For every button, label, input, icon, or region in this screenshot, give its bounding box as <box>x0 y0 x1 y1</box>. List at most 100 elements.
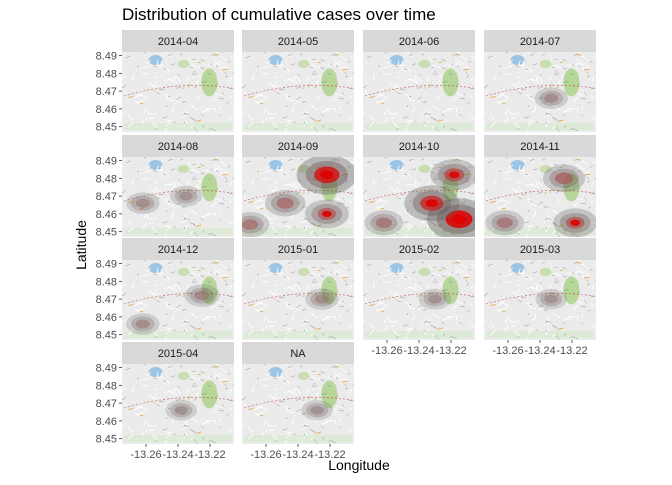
density-contour-core <box>555 172 573 185</box>
facet-panel-2015-03: 2015-03 -13.26 -13.24 -13.22 <box>484 238 596 357</box>
facet-panel-2014-11: 2014-11 <box>484 135 596 237</box>
park-area <box>297 372 310 380</box>
map-panel <box>484 52 596 132</box>
facet-label: 2014-12 <box>158 244 198 256</box>
facet-panel-2015-01: 2015-01 <box>242 238 354 340</box>
y-tick-label: 8.47 <box>96 191 117 203</box>
major-roads <box>128 261 228 331</box>
facet-strip <box>484 238 596 260</box>
x-tick-label: -13.24 <box>403 345 434 357</box>
green-strip <box>244 435 352 442</box>
y-axis-label: Latitude <box>73 220 89 270</box>
facet-label: NA <box>290 348 306 360</box>
map-panel <box>242 157 354 237</box>
y-tick-label: 8.45 <box>96 227 117 239</box>
green-strip <box>124 228 232 235</box>
facet-strip <box>122 30 234 52</box>
y-tick-label: 8.48 <box>96 173 117 185</box>
minor-streets <box>242 52 354 132</box>
facet-label: 2014-05 <box>278 36 318 48</box>
x-axis-label: Longitude <box>328 457 390 473</box>
density-contour-core <box>544 294 558 304</box>
minor-streets <box>122 52 234 132</box>
density-contour-core <box>276 197 294 209</box>
facet-label: 2015-03 <box>520 244 560 256</box>
park-area <box>418 268 431 276</box>
water-area <box>389 55 404 65</box>
minor-streets <box>363 260 475 340</box>
y-tick-label: 8.46 <box>96 312 117 324</box>
facets-layer: 2014-04 8.45 8.46 8.47 8.48 8.49 2014-05 2014-0… <box>96 30 596 461</box>
map-panel <box>242 364 354 444</box>
street-lines <box>242 260 354 340</box>
water-area <box>148 160 163 170</box>
minor-streets <box>242 260 354 340</box>
water-area <box>268 55 283 65</box>
map-panel <box>242 52 354 132</box>
water-area <box>510 160 525 170</box>
park-area <box>442 68 459 97</box>
facet-panel-2015-02: 2015-02 -13.26 -13.24 -13.22 <box>363 238 475 357</box>
facet-strip <box>122 135 234 157</box>
y-tick-label: 8.48 <box>96 68 117 80</box>
major-roads <box>128 365 228 435</box>
street-lines <box>242 52 354 132</box>
street-lines <box>122 52 234 132</box>
x-tick-label: -13.24 <box>282 449 313 461</box>
facet-label: 2014-07 <box>520 36 560 48</box>
density-peak <box>321 210 332 218</box>
facet-label: 2015-04 <box>158 348 198 360</box>
water-area <box>510 55 525 65</box>
x-tick-label: -13.22 <box>194 449 225 461</box>
water-area <box>268 160 283 170</box>
main-road <box>364 84 474 97</box>
density-contour-core <box>428 294 442 304</box>
density-peak <box>425 199 438 208</box>
y-tick-label: 8.47 <box>96 86 117 98</box>
water-area <box>389 160 404 170</box>
park-area <box>539 165 552 173</box>
y-tick-label: 8.49 <box>96 259 117 271</box>
park-area <box>539 268 552 276</box>
facet-panel-2014-07: 2014-07 <box>484 30 596 132</box>
park-area <box>418 60 431 68</box>
facet-panel-2014-06: 2014-06 <box>363 30 475 132</box>
street-lines <box>122 260 234 340</box>
street-lines <box>363 52 475 132</box>
x-tick-label: -13.22 <box>556 345 587 357</box>
y-tick-label: 8.47 <box>96 398 117 410</box>
density-contour-core <box>135 319 150 329</box>
park-area <box>442 276 459 305</box>
x-tick-label: -13.26 <box>492 345 523 357</box>
main-road <box>364 292 474 305</box>
major-roads <box>248 158 348 228</box>
y-tick-label: 8.46 <box>96 416 117 428</box>
park-area <box>201 173 218 202</box>
minor-streets <box>363 52 475 132</box>
park-area <box>297 268 310 276</box>
facet-label: 2014-08 <box>158 141 198 153</box>
map-panel <box>363 157 475 237</box>
y-tick-label: 8.48 <box>96 380 117 392</box>
density-contour-core <box>310 405 324 415</box>
major-roads <box>490 158 590 228</box>
street-lines <box>484 52 596 132</box>
density-peak <box>448 171 460 179</box>
park-area <box>177 268 190 276</box>
green-strip <box>486 123 594 130</box>
facet-label: 2014-06 <box>399 36 439 48</box>
x-tick-label: -13.22 <box>435 345 466 357</box>
water-area <box>268 263 283 273</box>
street-lines <box>122 364 234 444</box>
facet-strip <box>242 238 354 260</box>
park-area <box>177 372 190 380</box>
facet-strip <box>122 238 234 260</box>
minor-streets <box>122 260 234 340</box>
density-contour-core <box>135 198 150 208</box>
facet-label: 2015-02 <box>399 244 439 256</box>
map-panel <box>484 157 596 237</box>
facet-strip <box>242 135 354 157</box>
density-peak <box>570 219 581 226</box>
y-tick-label: 8.48 <box>96 276 117 288</box>
park-area <box>201 68 218 97</box>
